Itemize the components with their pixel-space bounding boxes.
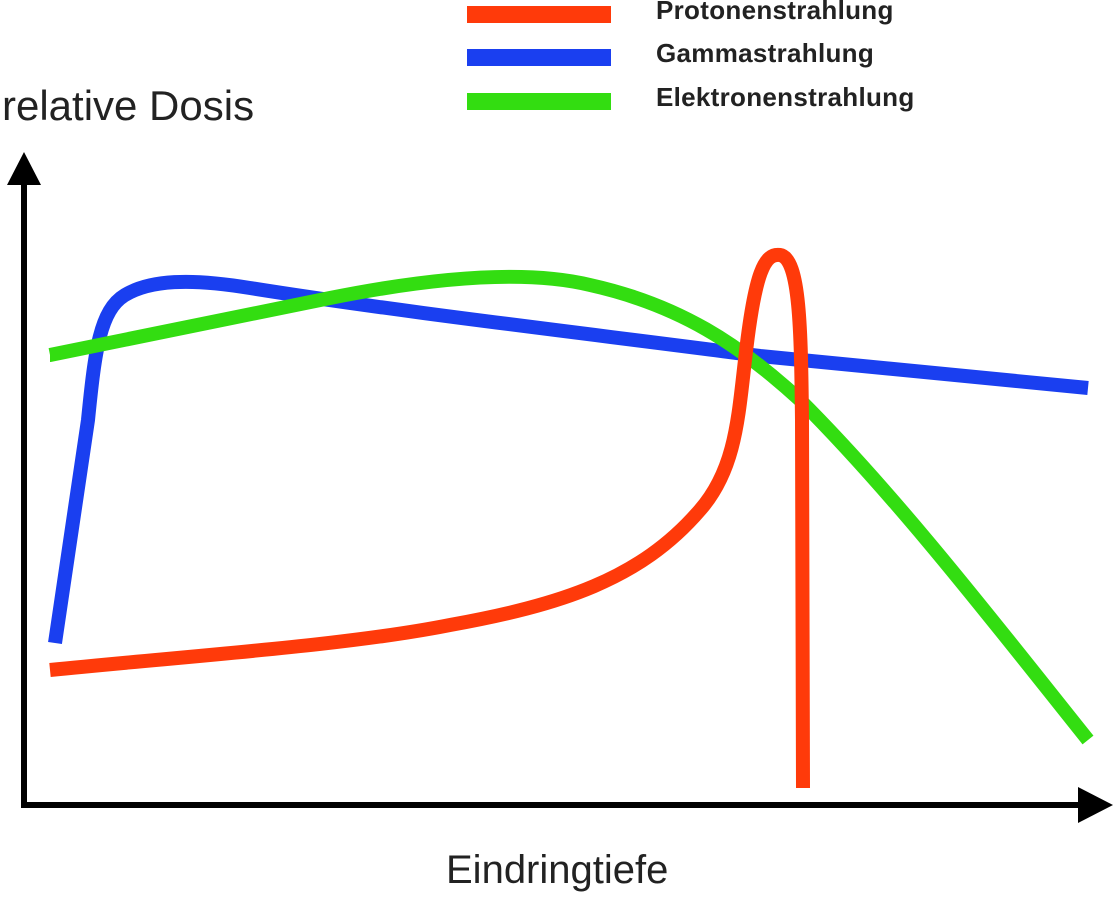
legend-label-protons: Protonenstrahlung bbox=[656, 0, 894, 25]
x-axis-label: Eindringtiefe bbox=[446, 848, 669, 892]
legend-swatch-protons bbox=[467, 5, 611, 23]
x-axis-arrow-icon bbox=[1078, 787, 1113, 823]
series-protons-line bbox=[49, 247, 810, 789]
legend-item-gamma: Gammastrahlung bbox=[467, 38, 874, 68]
legend-label-electrons: Elektronenstrahlung bbox=[656, 82, 915, 112]
y-axis-arrow-icon bbox=[7, 152, 41, 185]
legend-swatch-electrons bbox=[467, 92, 611, 110]
axes bbox=[7, 152, 1113, 823]
legend-item-protons: Protonenstrahlung bbox=[467, 0, 893, 25]
series-gamma-line bbox=[48, 274, 1089, 645]
legend-item-electrons: Elektronenstrahlung bbox=[467, 82, 914, 112]
y-axis-label: relative Dosis bbox=[2, 82, 255, 129]
legend-swatch-gamma bbox=[467, 48, 611, 66]
series-electrons-line bbox=[48, 269, 1094, 745]
legend-label-gamma: Gammastrahlung bbox=[656, 38, 875, 68]
